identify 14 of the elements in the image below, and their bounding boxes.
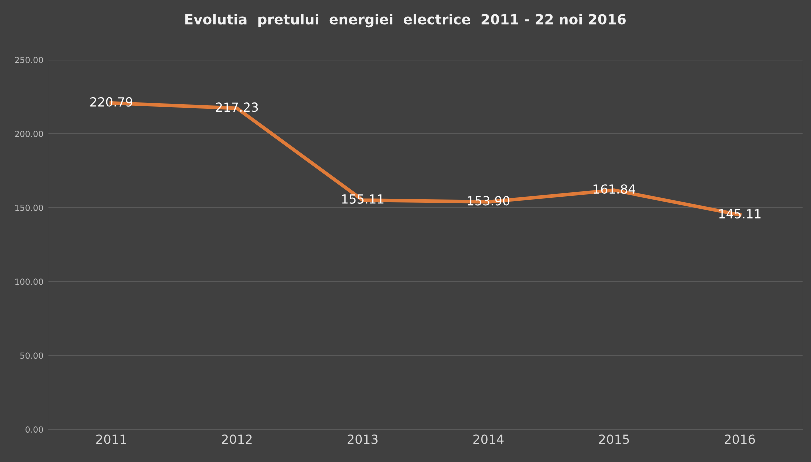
y-tick-label: 150.00 bbox=[16, 204, 44, 212]
y-tick-label: 0.00 bbox=[26, 426, 44, 433]
x-tick-label: 2011 bbox=[96, 434, 126, 444]
x-tick-label: 2014 bbox=[474, 434, 504, 444]
x-tick-label: 2012 bbox=[222, 434, 252, 444]
text: 220.79 bbox=[90, 97, 133, 107]
x-tick-label: 2015 bbox=[599, 434, 630, 444]
y-tick-label: 250.00 bbox=[15, 57, 44, 64]
y-tick-label: 50.00 bbox=[20, 352, 44, 360]
x-tick-label: 2016 bbox=[725, 434, 756, 444]
y-tick-label: 100.00 bbox=[16, 278, 44, 286]
x-tick-label: 2013 bbox=[348, 434, 378, 444]
y-tick-label: 200.00 bbox=[15, 130, 44, 138]
chart-title: Evolutia pretului energiei electrice 2011 - 22 noi 2016 bbox=[186, 14, 626, 28]
